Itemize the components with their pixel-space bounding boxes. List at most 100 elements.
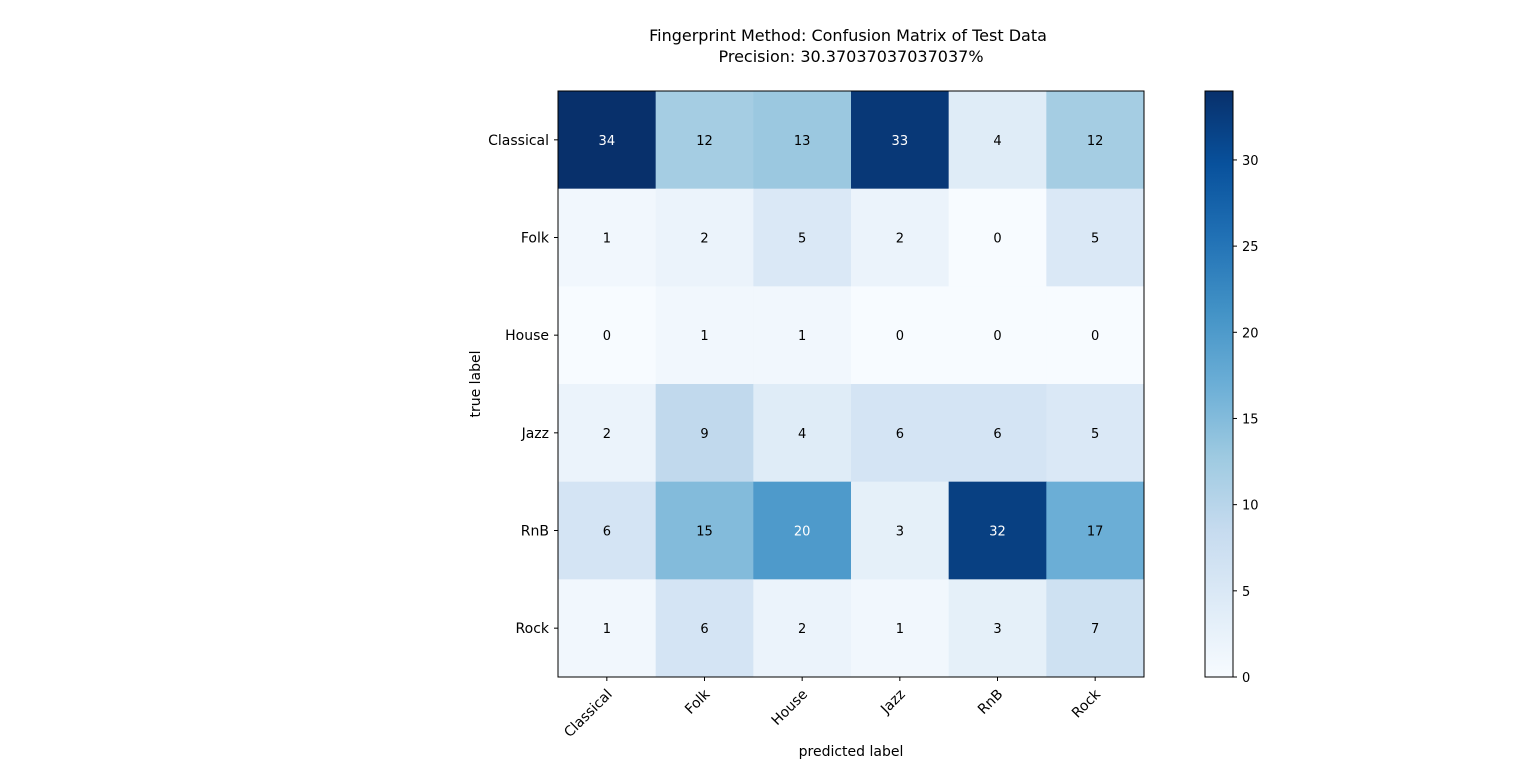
heatmap-cell [558,579,657,678]
heatmap-cell [753,579,852,678]
y-tick-label: Classical [488,133,549,149]
heatmap-cell [655,91,754,190]
x-tick-label: Jazz [877,687,908,718]
heatmap-cell [851,188,950,287]
heatmap-cell [948,579,1047,678]
heatmap-cell [558,91,657,190]
heatmap-cells [558,91,1145,678]
colorbar-tick-label: 30 [1242,154,1259,169]
cell-value-label: 34 [599,134,616,149]
heatmap-cell [948,481,1047,580]
heatmap-cell [851,384,950,483]
heatmap-cell [753,91,852,190]
x-tick-label: Folk [682,686,714,718]
heatmap-cell [753,286,852,385]
heatmap-cell [655,384,754,483]
cell-value-label: 0 [603,329,611,344]
cell-value-label: 6 [993,427,1001,442]
colorbar-tick-label: 10 [1242,499,1259,514]
heatmap-cell [851,286,950,385]
heatmap-cell [655,286,754,385]
heatmap-cell [655,188,754,287]
cell-value-label: 4 [993,134,1001,149]
heatmap-cell [655,481,754,580]
cell-value-label: 0 [993,329,1001,344]
y-tick-label: Folk [521,231,550,247]
cell-value-label: 0 [1091,329,1099,344]
heatmap-cell [1046,286,1145,385]
heatmap-cell [1046,481,1145,580]
cell-value-label: 6 [700,622,708,637]
cell-value-label: 4 [798,427,806,442]
cell-value-labels: 34 12 13 33 4 121 2 5 2 0 50 1 1 0 0 02 9 4 6 6 56 15 20 3 32 171… [599,134,1104,637]
cell-value-label: 6 [896,427,904,442]
cell-value-label: 2 [700,232,708,247]
colorbar-tick-label: 20 [1242,326,1259,341]
colorbar [1204,90,1234,678]
heatmap-cell [558,384,657,483]
plot-frame [557,90,1145,678]
cell-value-label: 20 [794,525,811,540]
y-tick-label: House [505,328,549,344]
heatmap-cell [753,188,852,287]
cell-value-label: 5 [1091,232,1099,247]
x-tick-label: RnB [975,687,1006,718]
x-tick-label: Classical [561,687,615,741]
cell-value-label: 15 [696,525,713,540]
heatmap-cell [1046,91,1145,190]
cell-value-label: 12 [696,134,713,149]
cell-value-label: 33 [892,134,909,149]
cell-value-label: 7 [1091,622,1099,637]
heatmap-cell [948,286,1047,385]
cell-value-label: 3 [993,622,1001,637]
colorbar-tick-label: 25 [1242,240,1259,255]
x-axis-label: predicted label [799,744,904,760]
cell-value-label: 32 [989,525,1006,540]
chart-title: Fingerprint Method: Confusion Matrix of … [649,26,1047,45]
cell-value-label: 5 [1091,427,1099,442]
y-axis-ticks: Classical Folk House Jazz RnB Rock [488,133,558,637]
cell-value-label: 3 [896,525,904,540]
cell-value-label: 1 [896,622,904,637]
heatmap-cell [753,481,852,580]
cell-value-label: 1 [798,329,806,344]
colorbar-tick-label: 0 [1242,671,1250,686]
cell-value-label: 2 [896,232,904,247]
cell-value-label: 2 [603,427,611,442]
heatmap-cell [1046,384,1145,483]
y-tick-label: RnB [521,524,549,540]
x-tick-label: House [769,687,811,729]
chart-subtitle: Precision: 30.37037037037037% [718,47,983,66]
colorbar-tick-label: 5 [1242,585,1250,600]
cell-value-label: 13 [794,134,811,149]
cell-value-label: 0 [896,329,904,344]
cell-value-label: 9 [700,427,708,442]
cell-value-label: 1 [700,329,708,344]
cell-value-label: 17 [1087,525,1104,540]
cell-value-label: 1 [603,622,611,637]
heatmap-cell [558,286,657,385]
cell-value-label: 12 [1087,134,1104,149]
heatmap-cell [851,579,950,678]
x-tick-label: Rock [1069,686,1105,722]
cell-value-label: 5 [798,232,806,247]
x-axis-ticks: Classical Folk House Jazz RnB Rock [561,677,1105,741]
heatmap-cell [753,384,852,483]
cell-value-label: 6 [603,525,611,540]
heatmap-cell [1046,188,1145,287]
cell-value-label: 0 [993,232,1001,247]
heatmap-cell [948,188,1047,287]
y-tick-label: Jazz [521,426,549,442]
colorbar-tick-label: 15 [1242,412,1259,427]
y-tick-label: Rock [516,621,550,637]
cell-value-label: 2 [798,622,806,637]
heatmap-cell [851,481,950,580]
heatmap-cell [948,384,1047,483]
heatmap-cell [655,579,754,678]
colorbar-ticks: 0 5 10 15 20 25 30 [1233,154,1259,686]
heatmap-cell [948,91,1047,190]
heatmap-cell [558,481,657,580]
heatmap-cell [1046,579,1145,678]
heatmap-cell [851,91,950,190]
